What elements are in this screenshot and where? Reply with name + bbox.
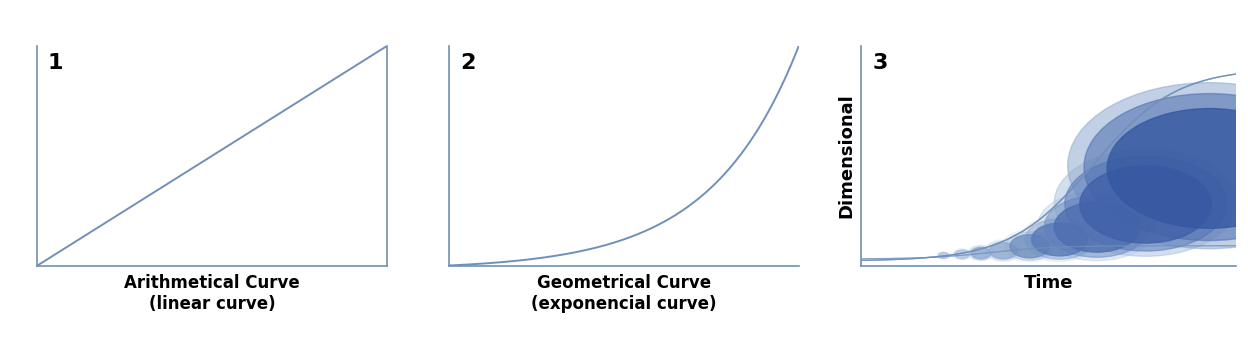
Circle shape bbox=[953, 249, 971, 259]
Circle shape bbox=[1085, 93, 1248, 240]
Text: 1: 1 bbox=[47, 53, 64, 73]
Text: 3: 3 bbox=[872, 53, 887, 73]
Circle shape bbox=[952, 248, 972, 260]
Circle shape bbox=[1107, 109, 1248, 228]
Circle shape bbox=[1002, 230, 1057, 262]
Circle shape bbox=[986, 241, 1021, 261]
Circle shape bbox=[1025, 219, 1094, 259]
Circle shape bbox=[1055, 202, 1139, 252]
X-axis label: Time: Time bbox=[1023, 274, 1073, 292]
X-axis label: Arithmetical Curve
(linear curve): Arithmetical Curve (linear curve) bbox=[125, 274, 300, 313]
Circle shape bbox=[985, 239, 1022, 262]
Circle shape bbox=[937, 252, 950, 259]
Circle shape bbox=[1037, 191, 1157, 261]
X-axis label: Geometrical Curve
(exponencial curve): Geometrical Curve (exponencial curve) bbox=[532, 274, 716, 313]
Circle shape bbox=[937, 251, 950, 259]
Circle shape bbox=[990, 243, 1017, 259]
Circle shape bbox=[1021, 216, 1098, 262]
Circle shape bbox=[1055, 149, 1237, 256]
Circle shape bbox=[1080, 166, 1212, 243]
Circle shape bbox=[938, 253, 948, 258]
Text: 2: 2 bbox=[459, 53, 475, 73]
Circle shape bbox=[1032, 223, 1087, 256]
Circle shape bbox=[955, 250, 970, 258]
Circle shape bbox=[1045, 196, 1149, 257]
Y-axis label: Dimensional: Dimensional bbox=[837, 93, 856, 218]
Circle shape bbox=[967, 245, 995, 261]
Circle shape bbox=[1010, 235, 1050, 258]
Circle shape bbox=[971, 247, 991, 259]
Circle shape bbox=[1065, 156, 1227, 251]
Circle shape bbox=[1068, 83, 1248, 249]
Circle shape bbox=[1006, 232, 1053, 260]
Circle shape bbox=[968, 246, 993, 260]
